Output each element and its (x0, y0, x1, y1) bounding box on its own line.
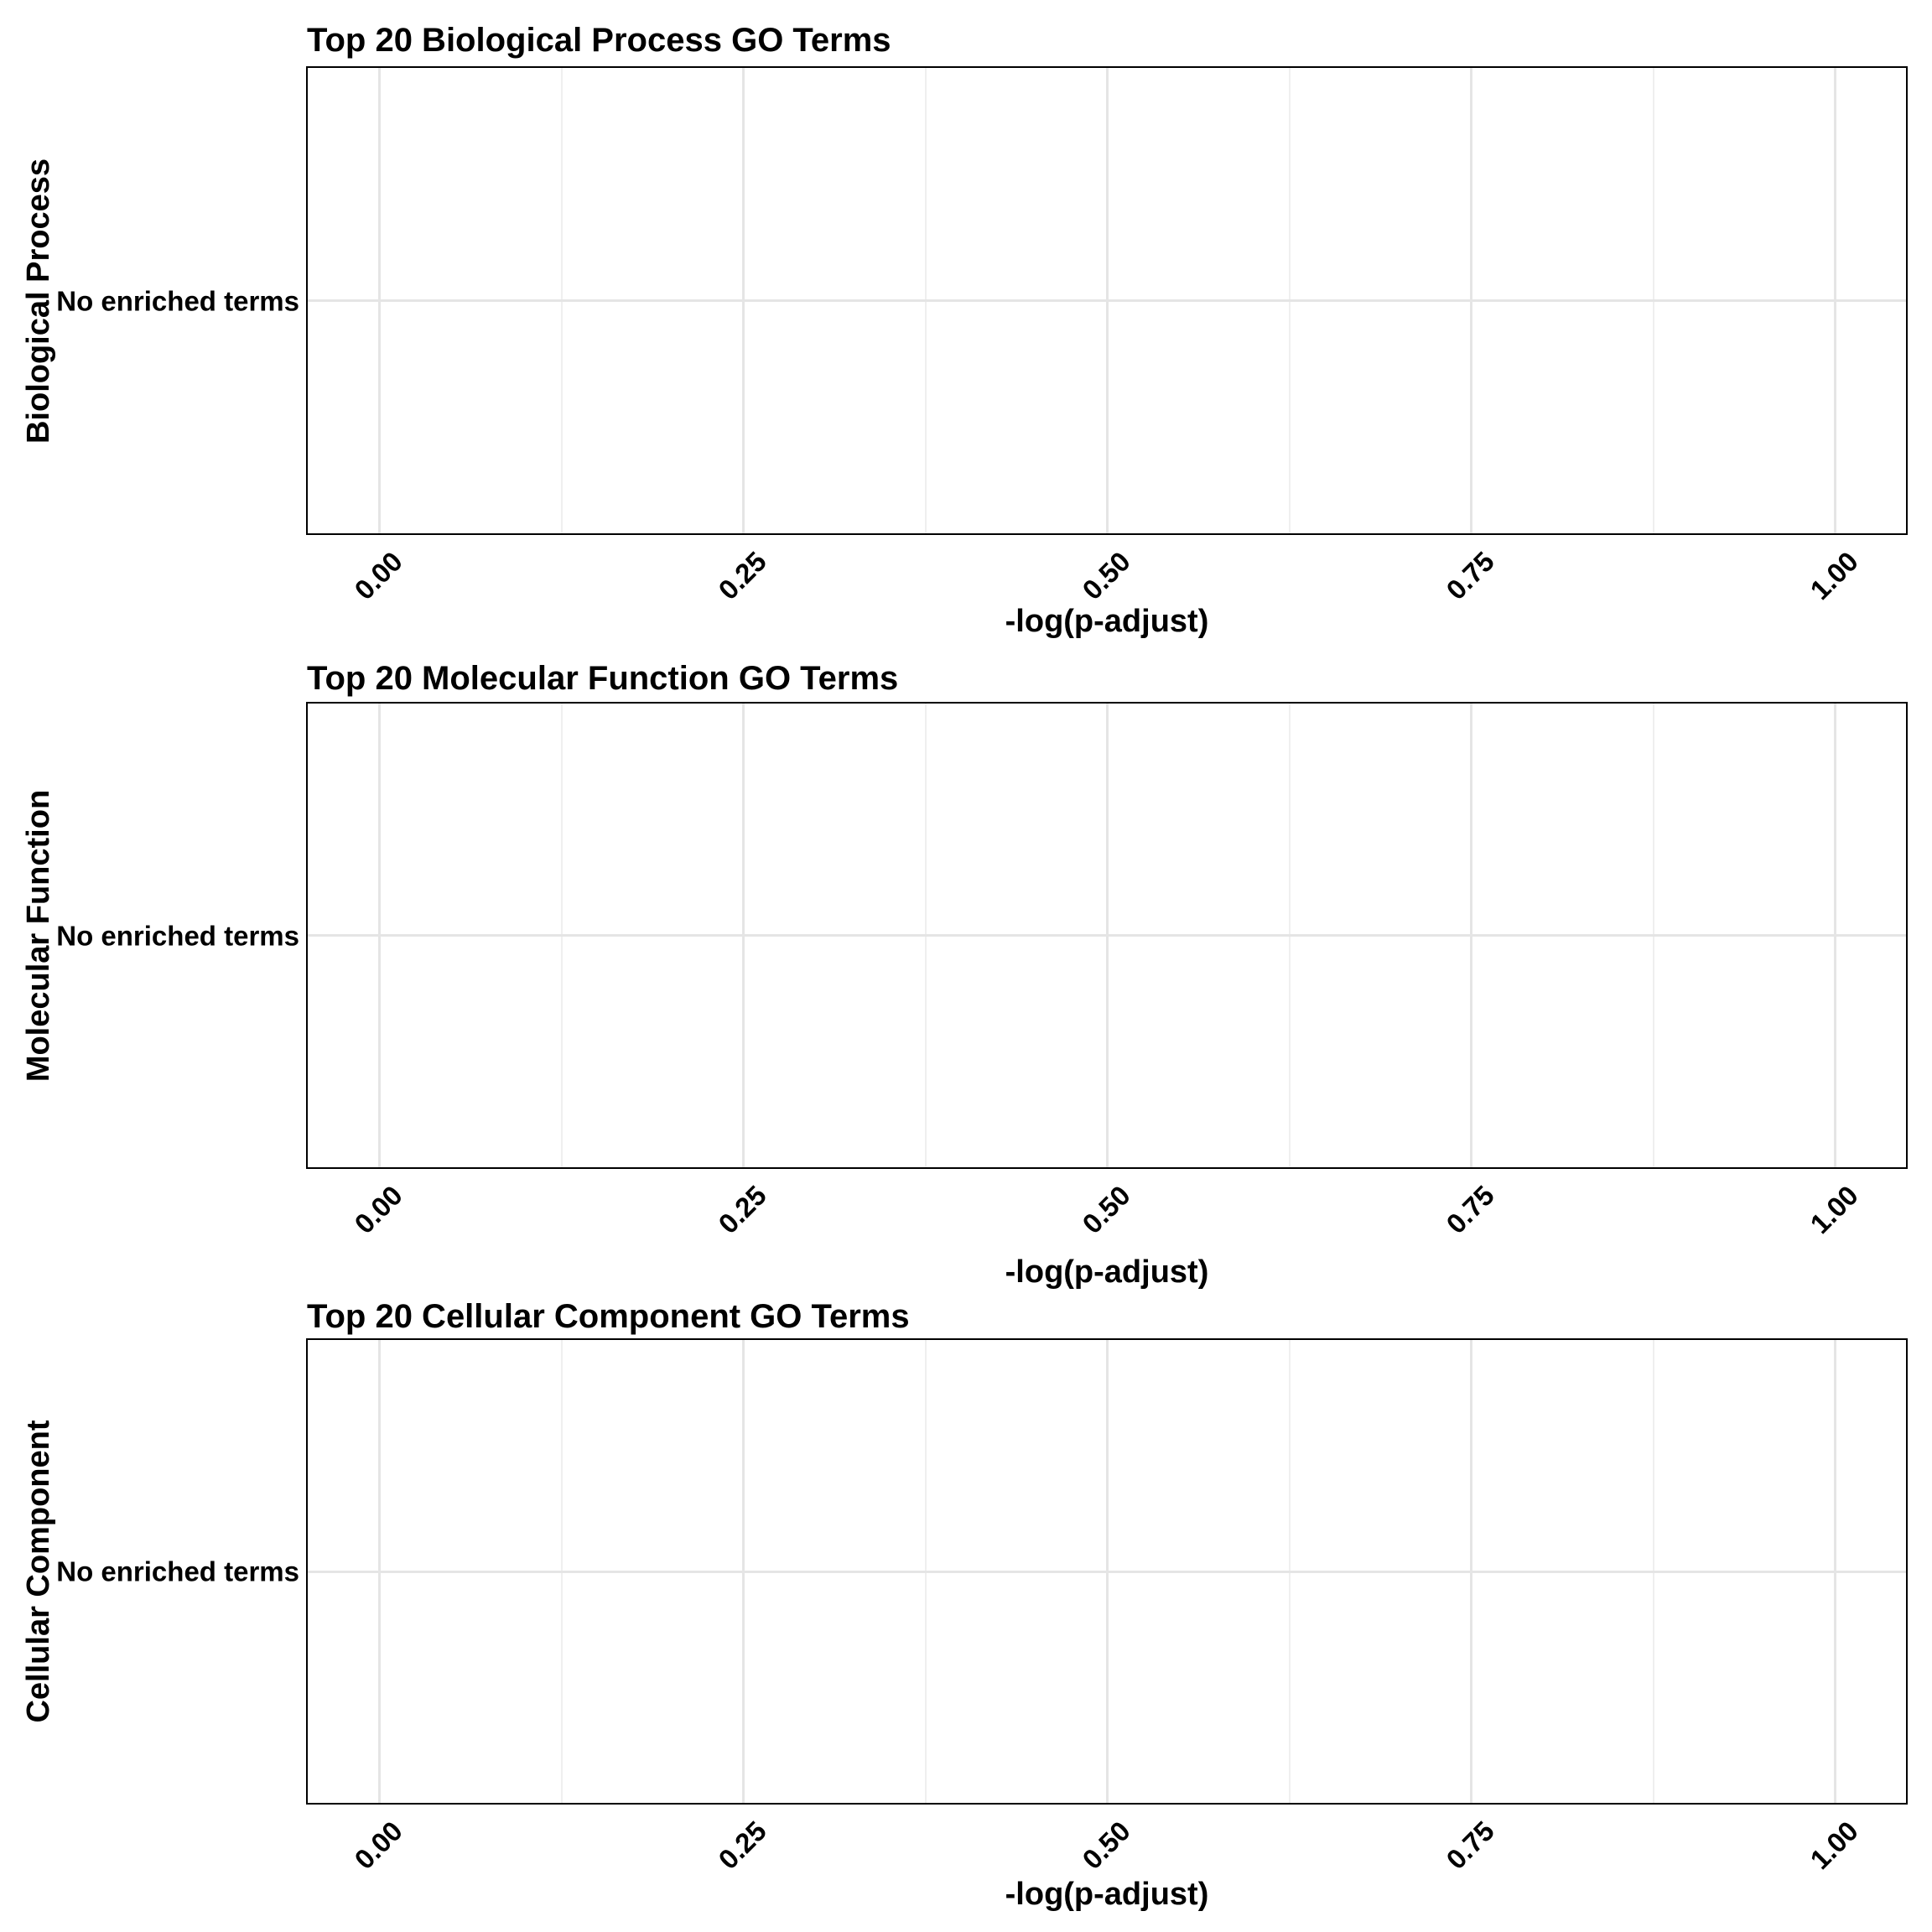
x-tick-label: 0.00 (348, 1179, 408, 1240)
x-tick-label: 1.00 (1804, 545, 1864, 606)
gridline-major-horizontal (308, 1570, 1906, 1573)
x-tick-label: 0.50 (1076, 1815, 1136, 1876)
chart-title: Top 20 Cellular Component GO Terms (307, 1298, 910, 1335)
go-barplot-molecular-function: Top 20 Molecular Function GO Terms Molec… (0, 644, 1932, 1288)
x-axis-title: -log(p-adjust) (1005, 1254, 1209, 1290)
x-axis-title: -log(p-adjust) (1005, 604, 1209, 639)
x-tick-label: 0.25 (712, 1815, 772, 1876)
y-tick-label: No enriched terms (56, 1555, 299, 1587)
x-tick-label: 0.25 (712, 545, 772, 606)
go-barplot-biological-process: Top 20 Biological Process GO Terms Biolo… (0, 0, 1932, 644)
gridline-major-horizontal (308, 299, 1906, 302)
x-tick-label: 0.00 (348, 545, 408, 606)
chart-title: Top 20 Biological Process GO Terms (307, 22, 891, 59)
y-tick-label: No enriched terms (56, 920, 299, 951)
x-tick-label: 0.50 (1076, 1179, 1136, 1240)
x-tick-labels: 0.00 0.25 0.50 0.75 1.00 (0, 1179, 1932, 1256)
x-tick-label: 0.00 (348, 1815, 408, 1876)
x-tick-label: 0.75 (1440, 1815, 1500, 1876)
x-tick-label: 0.50 (1076, 545, 1136, 606)
plot-panel (306, 702, 1908, 1169)
y-tick-label: No enriched terms (56, 285, 299, 316)
x-tick-label: 0.75 (1440, 545, 1500, 606)
x-axis-title: -log(p-adjust) (1005, 1877, 1209, 1912)
x-tick-label: 1.00 (1804, 1179, 1864, 1240)
x-tick-label: 0.75 (1440, 1179, 1500, 1240)
chart-title: Top 20 Molecular Function GO Terms (307, 660, 899, 697)
go-barplot-cellular-component: Top 20 Cellular Component GO Terms Cellu… (0, 1288, 1932, 1932)
x-tick-label: 1.00 (1804, 1815, 1864, 1876)
x-tick-label: 0.25 (712, 1179, 772, 1240)
gridline-major-horizontal (308, 934, 1906, 937)
plot-panel (306, 66, 1908, 535)
plot-panel (306, 1338, 1908, 1805)
